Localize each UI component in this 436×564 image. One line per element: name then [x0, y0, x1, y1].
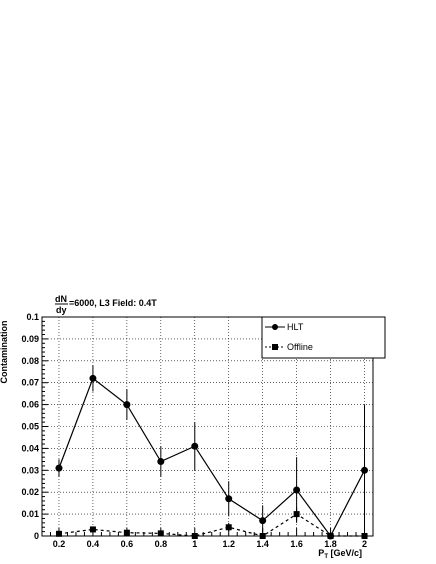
hlt-point	[157, 458, 165, 466]
legend-hlt-marker	[272, 324, 278, 330]
x-tick-label: 1.8	[324, 539, 337, 549]
legend-hlt-label: HLT	[287, 322, 304, 332]
y-axis: 0 0.01 0.02 0.03 0.04 0.05 0.06 0.07 0.08 0.09 0.1	[21, 312, 48, 541]
y-tick-label: 0.08	[21, 356, 39, 366]
y-tick-label: 0.07	[21, 378, 39, 388]
y-tick-label: 0.01	[21, 509, 39, 519]
offline-point	[55, 530, 62, 537]
x-axis-title-main: P	[318, 548, 324, 558]
hlt-point	[259, 517, 267, 525]
x-tick-label: 0.4	[87, 539, 100, 549]
offline-point	[259, 533, 266, 539]
offline-point	[225, 524, 232, 531]
y-tick-label: 0.06	[21, 400, 39, 410]
y-axis-title: Contamination	[0, 321, 9, 384]
offline-point	[361, 533, 368, 539]
y-tick-label: 0.02	[21, 487, 39, 497]
x-tick-label: 1	[192, 539, 197, 549]
offline-point	[293, 511, 300, 518]
y-tick-label: 0.09	[21, 334, 39, 344]
data-series	[55, 365, 369, 540]
hlt-point	[361, 466, 369, 474]
offline-point	[89, 526, 96, 533]
title-dy: dy	[56, 305, 67, 315]
hlt-point	[191, 442, 199, 450]
legend-box	[261, 316, 386, 359]
x-axis-title-unit: [GeV/c]	[328, 548, 362, 558]
x-axis-title: PT [GeV/c]	[318, 548, 362, 560]
hlt-point	[123, 401, 131, 409]
chart-title: dN dy =6000, L3 Field: 0.4T	[55, 294, 157, 315]
hlt-point	[225, 495, 233, 503]
offline-point	[191, 533, 198, 539]
x-tick-label: 1.6	[290, 539, 303, 549]
x-tick-label: 1.2	[222, 539, 235, 549]
x-tick-label: 0.8	[155, 539, 168, 549]
y-tick-label: 0.03	[21, 465, 39, 475]
x-tick-label: 1.4	[256, 539, 269, 549]
x-axis-title-sub: T	[324, 554, 328, 560]
hlt-point	[89, 374, 97, 382]
offline-point	[327, 533, 334, 539]
offline-point	[157, 530, 164, 537]
title-params: =6000, L3 Field: 0.4T	[69, 298, 157, 308]
legend-offline-label: Offline	[287, 342, 313, 352]
x-tick-label: 0.6	[121, 539, 134, 549]
offline-point	[123, 529, 130, 536]
legend-offline-marker	[272, 344, 278, 350]
y-tick-label: 0	[34, 531, 39, 541]
legend: HLT Offline	[261, 316, 386, 359]
hlt-point	[293, 486, 301, 494]
y-tick-label: 0.1	[26, 312, 39, 322]
title-dn: dN	[55, 294, 67, 304]
y-tick-label: 0.04	[21, 443, 39, 453]
x-tick-label: 0.2	[53, 539, 66, 549]
y-tick-label: 0.05	[21, 422, 39, 432]
x-tick-label: 2	[362, 539, 367, 549]
hlt-series-line	[58, 377, 366, 538]
hlt-point	[55, 464, 63, 472]
